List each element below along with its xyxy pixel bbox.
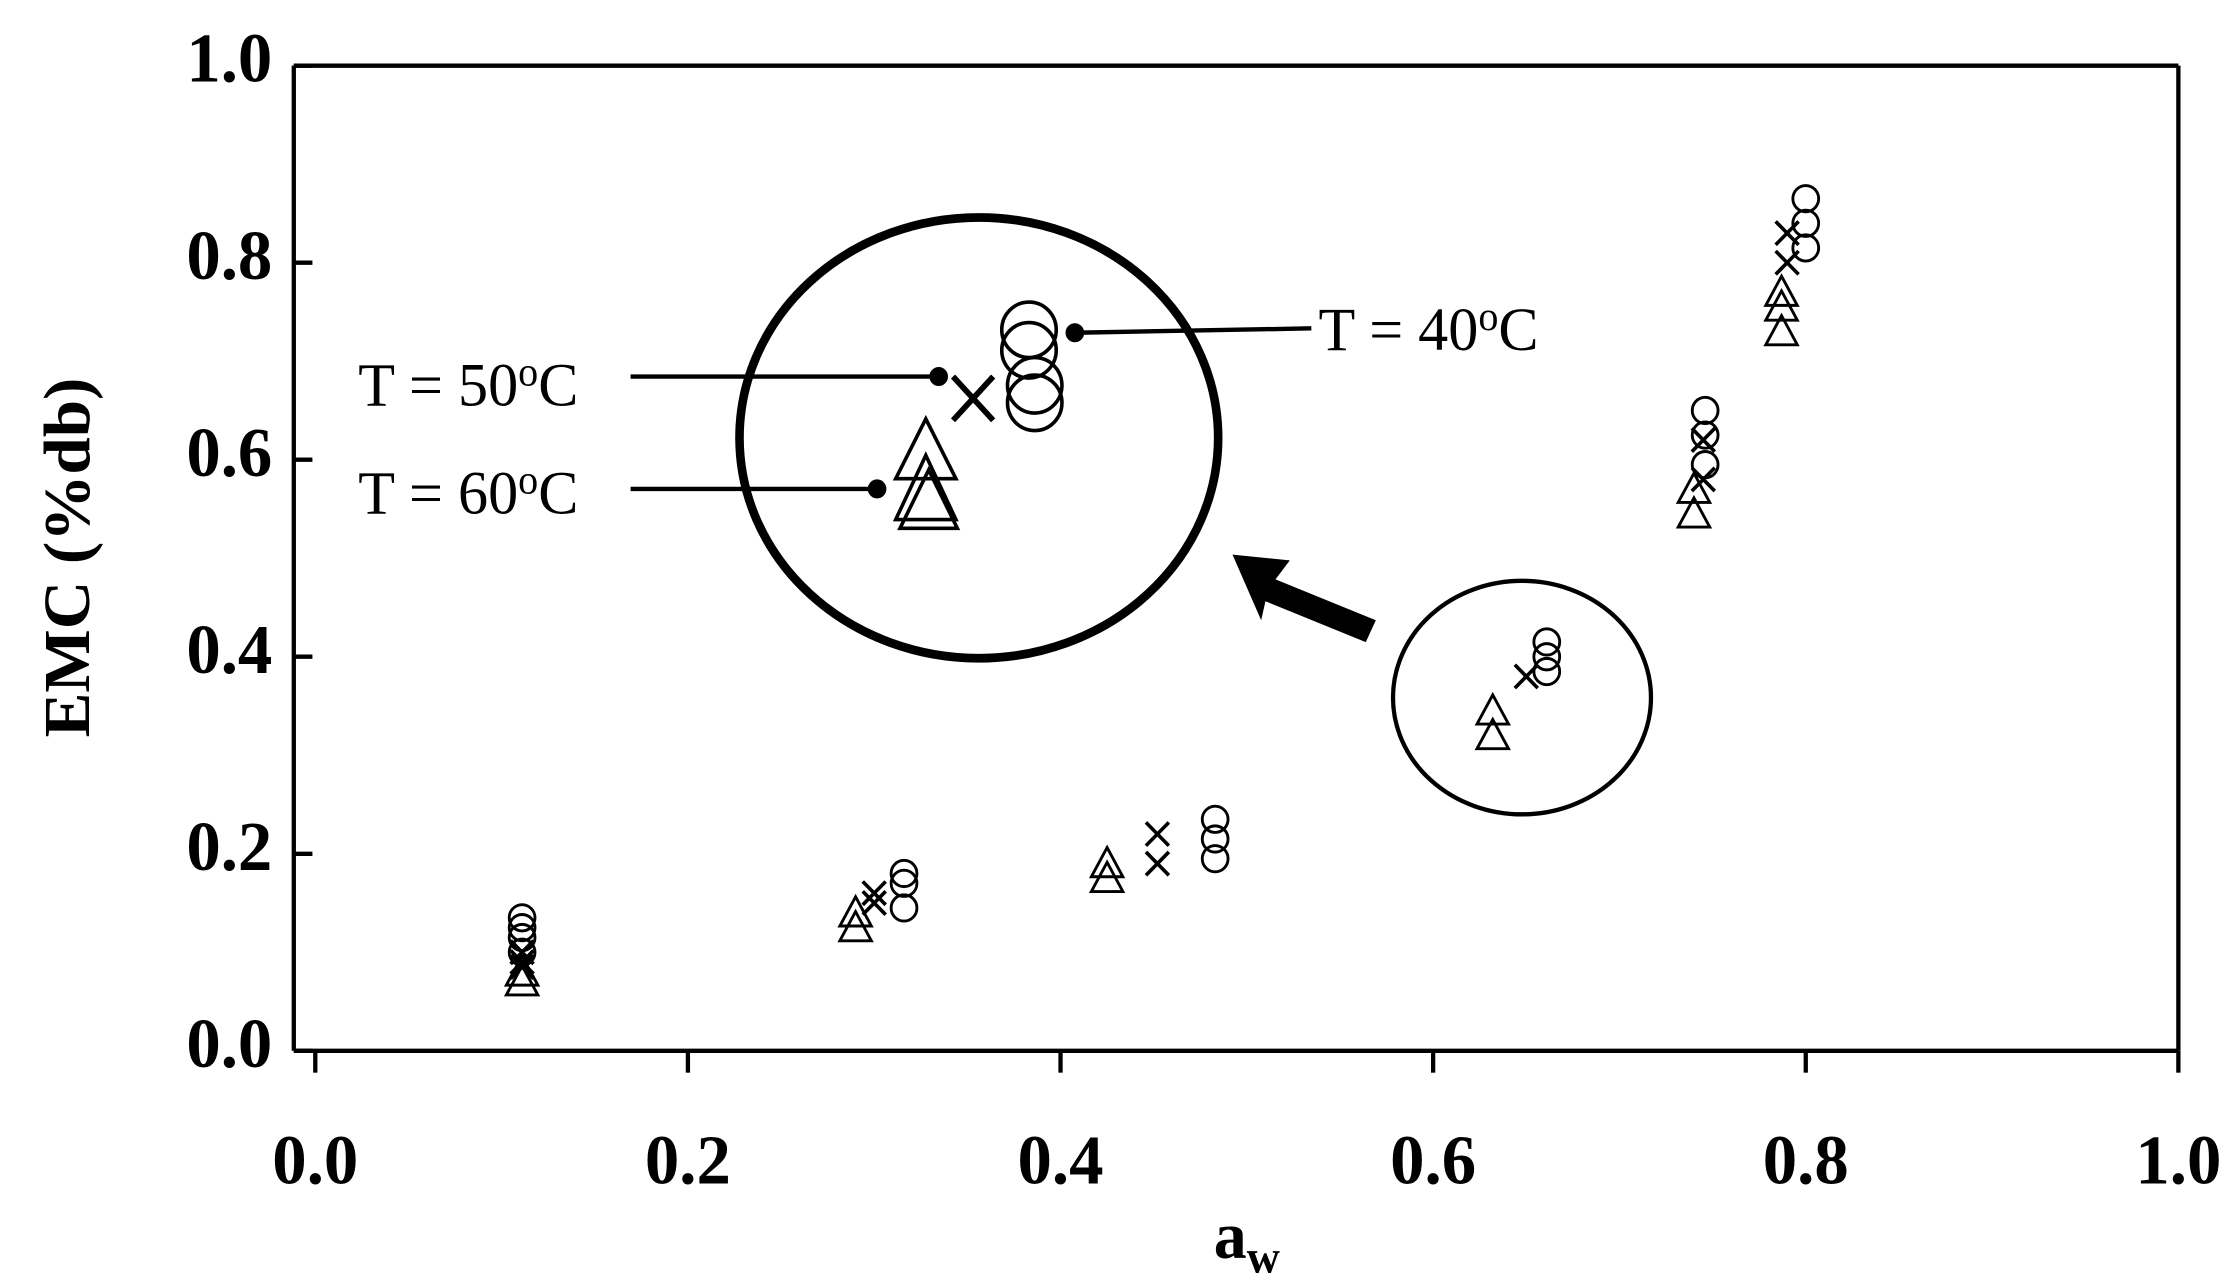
annotation: T = 40oC (1318, 294, 1538, 365)
y-tick-label: 1.0 (186, 20, 272, 98)
x-tick-label: 0.6 (1390, 1122, 1476, 1200)
point (1675, 470, 1713, 504)
point (861, 880, 887, 907)
point (837, 908, 874, 943)
zoom-arrow (1232, 554, 1376, 643)
zoom-ellipse-large (735, 213, 1223, 663)
annotation: T = 60oC (358, 457, 578, 528)
point (1144, 850, 1171, 877)
x-tick-label: 1.0 (2135, 1122, 2221, 1200)
annotation-text: T = 50 (358, 352, 518, 420)
y-tick-label: 0.4 (186, 611, 272, 689)
point (1763, 287, 1800, 322)
point (1144, 821, 1171, 848)
annotation-text: T = 60 (358, 460, 518, 528)
point (1474, 716, 1511, 751)
x-tick-label: 0.2 (645, 1122, 731, 1200)
zoom-circles (999, 300, 1064, 433)
annotation-text: C (1498, 297, 1538, 365)
annotation-leaders (630, 323, 1312, 499)
annotation-superscript: o (518, 349, 538, 394)
point (1532, 627, 1562, 657)
zoom-inset (735, 213, 1654, 817)
point (1774, 249, 1800, 276)
point (503, 962, 541, 997)
y-axis-label: EMC (%db) (31, 378, 103, 738)
point (1774, 220, 1800, 247)
series (507, 184, 1821, 967)
annotation-text: C (538, 460, 578, 528)
zoom-triangles (892, 414, 961, 531)
point (1690, 427, 1717, 453)
annotation-superscript: o (1478, 294, 1498, 339)
point (1675, 494, 1713, 529)
x-axis-label-subscript: w (1247, 1232, 1281, 1277)
x-tick-label: 0.8 (1763, 1122, 1849, 1200)
point (1088, 844, 1126, 879)
point (1763, 273, 1800, 307)
point (837, 893, 874, 928)
point (1791, 208, 1821, 238)
y-tick-label: 0.8 (186, 217, 272, 295)
point (1690, 395, 1720, 426)
point (507, 913, 537, 943)
series (509, 220, 1800, 981)
series (503, 273, 1800, 997)
point (1690, 466, 1717, 493)
point (1791, 184, 1821, 214)
point (1474, 691, 1511, 726)
point (507, 903, 537, 933)
point (1532, 642, 1562, 672)
x-tick-label: 0.4 (1018, 1122, 1104, 1200)
point (1791, 233, 1821, 263)
point (1763, 312, 1800, 347)
point (889, 858, 919, 889)
point (861, 890, 887, 916)
annotation-text: T = 40 (1318, 297, 1478, 365)
zoom-cross (950, 374, 996, 423)
point (1088, 859, 1126, 893)
annotation-text: C (538, 352, 578, 420)
point (1513, 663, 1540, 690)
point (889, 893, 919, 923)
point (503, 952, 541, 987)
annotation-superscript: o (518, 457, 538, 502)
zoom-ellipse-small (1390, 578, 1654, 817)
annotation: T = 50oC (358, 349, 578, 420)
point (1200, 804, 1230, 834)
point (1690, 420, 1720, 450)
point (1532, 656, 1562, 687)
y-tick-label: 0.0 (186, 1005, 272, 1083)
y-tick-label: 0.6 (186, 414, 272, 492)
y-tick-label: 0.2 (186, 808, 272, 886)
point (1200, 824, 1230, 854)
x-axis-label-base: a (1214, 1200, 1247, 1274)
point (889, 868, 919, 898)
x-axis-label: aw (1214, 1200, 1281, 1277)
x-tick-label: 0.0 (272, 1122, 358, 1200)
point (1200, 844, 1230, 874)
